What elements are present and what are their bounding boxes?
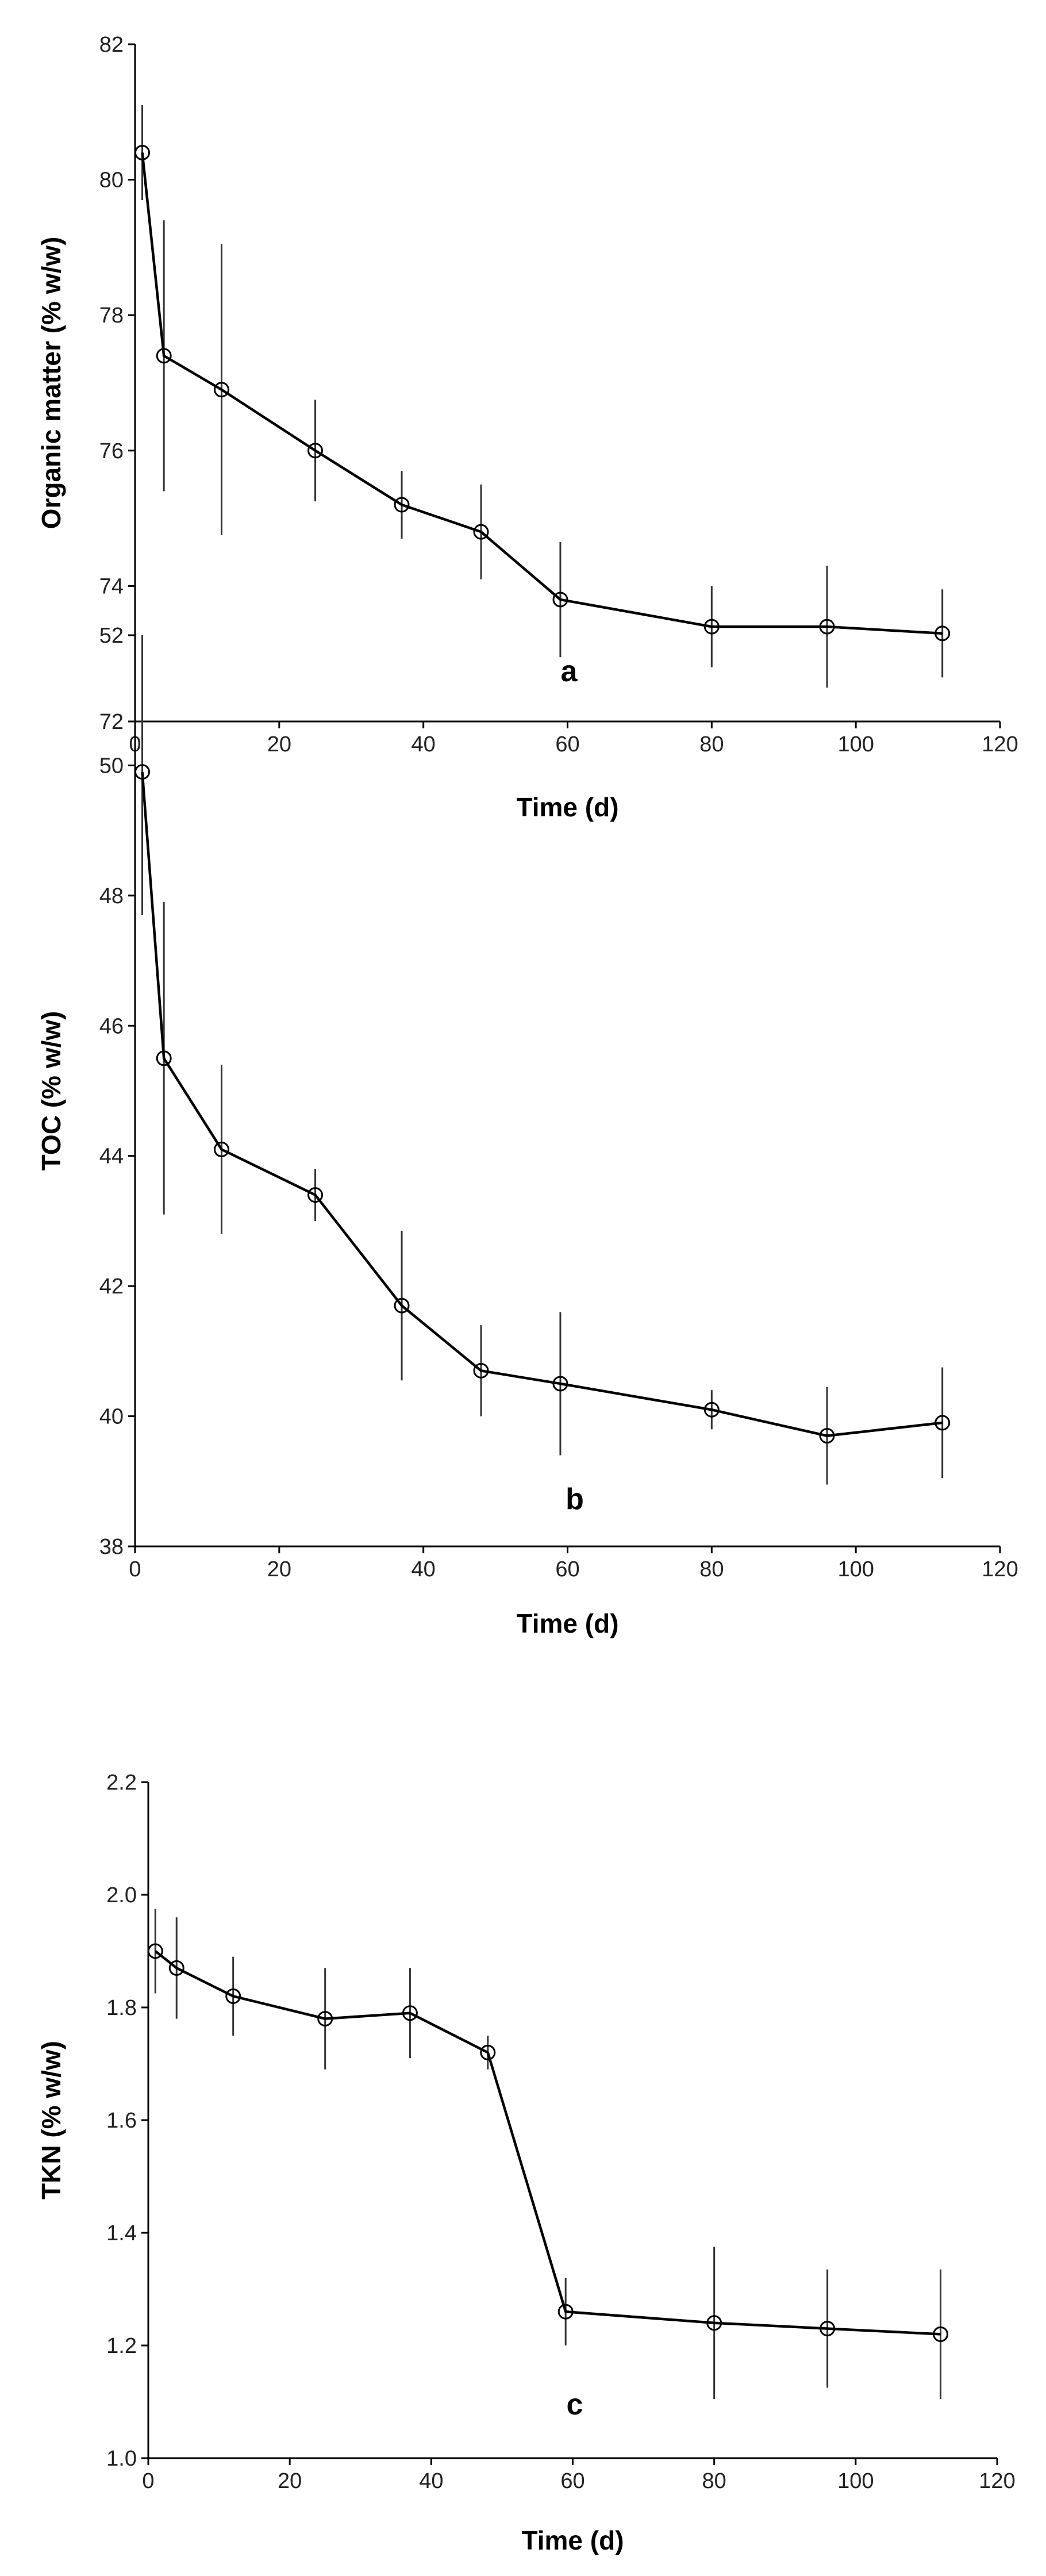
data-point: [820, 2321, 836, 2337]
data-point: [473, 524, 489, 540]
data-point: [394, 497, 410, 513]
data-point: [557, 2304, 574, 2320]
y-tick-label: 42: [99, 1274, 124, 1299]
x-tick-label: 0: [129, 1557, 141, 1581]
x-tick-label: 60: [560, 2469, 584, 2493]
data-point: [819, 619, 835, 635]
y-tick-label: 1.2: [106, 2334, 137, 2358]
x-tick-label: 20: [278, 2469, 302, 2493]
y-tick-label: 50: [99, 754, 124, 778]
x-tick-label: 60: [555, 732, 579, 757]
data-point: [156, 1050, 172, 1066]
y-tick-label: 78: [99, 304, 124, 328]
y-axis-label: TKN (% w/w): [36, 2041, 66, 2199]
data-point: [402, 2005, 418, 2021]
series-line: [154, 1950, 941, 2336]
y-tick-label: 38: [99, 1535, 124, 1559]
y-tick-label: 46: [99, 1014, 124, 1038]
data-point: [473, 1362, 489, 1379]
y-tick-label: 52: [99, 624, 124, 648]
panel-letter: c: [567, 2388, 583, 2421]
data-point: [317, 2011, 333, 2027]
x-axis-label: Time (d): [516, 792, 618, 822]
x-tick-label: 80: [699, 732, 724, 757]
y-tick-label: 2.2: [106, 1771, 137, 1795]
x-axis-label: Time (d): [516, 1608, 618, 1638]
series-line: [141, 771, 943, 1437]
chart-panel-b: 38 40 42 44 46 48 50 52 0 20 40 60 80 100 120 Time (d) T…: [36, 624, 1018, 1638]
x-tick-label: 100: [837, 1557, 874, 1581]
x-tick-label: 40: [412, 1557, 436, 1581]
data-point: [134, 764, 151, 780]
chart-panel-c: 1.0 1.2 1.4 1.6 1.8 2.0 2.2 0 20 40 60 80 100 120 Time…: [36, 1771, 1016, 2555]
data-point: [394, 1297, 410, 1314]
x-tick-label: 40: [412, 732, 436, 757]
data-point: [706, 2315, 722, 2331]
data-point: [214, 1141, 229, 1157]
data-point: [819, 1428, 835, 1444]
data-point: [214, 382, 229, 398]
y-tick-label: 76: [99, 439, 124, 463]
x-tick-label: 100: [837, 732, 874, 757]
y-tick-label: 1.6: [106, 2109, 137, 2133]
x-tick-label: 0: [142, 2469, 154, 2493]
y-tick-label: 1.8: [106, 1996, 137, 2020]
x-tick-label: 60: [555, 1557, 579, 1581]
panel-letter: b: [566, 1483, 584, 1516]
x-tick-label: 120: [982, 732, 1018, 757]
x-tick-label: 20: [267, 1557, 291, 1581]
data-point: [935, 1415, 951, 1431]
x-tick-label: 40: [419, 2469, 443, 2493]
data-point: [933, 2326, 949, 2342]
panel-letter: a: [561, 655, 578, 688]
data-point: [552, 592, 568, 608]
data-point: [480, 2044, 496, 2060]
data-point: [307, 1187, 324, 1203]
x-tick-label: 120: [979, 2469, 1015, 2493]
y-tick-label: 44: [99, 1145, 124, 1169]
y-tick-label: 48: [99, 884, 124, 908]
x-tick-label: 20: [267, 732, 291, 757]
series-line: [141, 152, 943, 635]
data-point: [147, 1943, 163, 1959]
data-point: [935, 625, 951, 642]
x-tick-label: 80: [699, 1557, 724, 1581]
y-tick-label: 72: [99, 710, 124, 734]
data-point: [703, 619, 720, 635]
x-tick-label: 80: [702, 2469, 726, 2493]
data-point: [156, 348, 172, 364]
x-axis-label: Time (d): [521, 2525, 624, 2555]
data-point: [225, 1988, 241, 2004]
data-point: [552, 1376, 568, 1392]
y-tick-label: 74: [99, 574, 124, 598]
x-tick-label: 120: [982, 1557, 1018, 1581]
y-tick-label: 82: [99, 33, 124, 57]
y-tick-label: 1.4: [106, 2221, 137, 2245]
data-point: [307, 443, 324, 459]
data-point: [134, 144, 151, 160]
y-axis-label: TOC (% w/w): [36, 1011, 66, 1171]
y-tick-label: 80: [99, 168, 124, 193]
data-point: [703, 1402, 720, 1418]
data-point: [168, 1960, 184, 1976]
y-tick-label: 2.0: [106, 1883, 137, 1907]
y-tick-label: 40: [99, 1405, 124, 1429]
x-tick-label: 100: [837, 2469, 874, 2493]
y-axis-label: Organic matter (% w/w): [36, 237, 66, 529]
y-tick-label: 1.0: [106, 2447, 137, 2471]
